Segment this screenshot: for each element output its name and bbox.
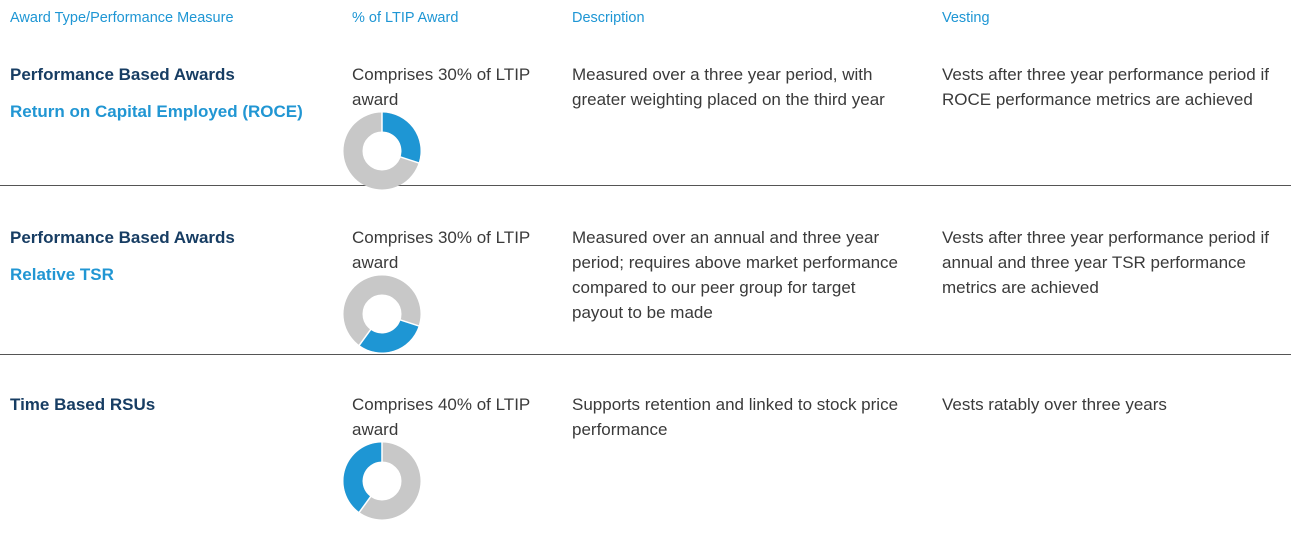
vesting: Vests ratably over three years: [942, 395, 1167, 414]
vesting: Vests after three year performance perio…: [942, 228, 1269, 297]
donut-segment: [343, 442, 382, 513]
header-cell: % of LTIP Award: [352, 10, 459, 26]
percent-text: Comprises 30% of LTIP award: [352, 228, 530, 272]
donut-gap: [358, 328, 372, 347]
donut-segment: [359, 320, 419, 353]
row-divider: [0, 354, 1291, 355]
description: Measured over an annual and three year p…: [572, 228, 898, 322]
percent-text: Comprises 40% of LTIP award: [352, 395, 530, 439]
donut-segment: [382, 112, 421, 163]
row-subtitle: Relative TSR: [10, 265, 114, 284]
donut-chart: [343, 441, 421, 520]
header-cell: Award Type/Performance Measure: [10, 10, 234, 26]
vesting: Vests after three year performance perio…: [942, 65, 1269, 109]
donut-gap: [358, 495, 372, 514]
header-cell: Description: [572, 10, 645, 26]
header-cell: Vesting: [942, 10, 990, 26]
donut-gap: [399, 319, 420, 327]
percent-text: Comprises 30% of LTIP award: [352, 65, 530, 109]
row-title: Performance Based Awards: [10, 228, 235, 247]
description: Supports retention and linked to stock p…: [572, 395, 899, 439]
row-title: Time Based RSUs: [10, 395, 156, 414]
donut-chart: [343, 111, 421, 190]
description: Measured over a three year period, with …: [572, 65, 885, 109]
row-divider: [0, 185, 1291, 186]
donut-chart: [343, 275, 421, 353]
donut-gap: [399, 156, 420, 164]
row-subtitle: Return on Capital Employed (ROCE): [10, 102, 303, 121]
row-title: Performance Based Awards: [10, 65, 235, 84]
